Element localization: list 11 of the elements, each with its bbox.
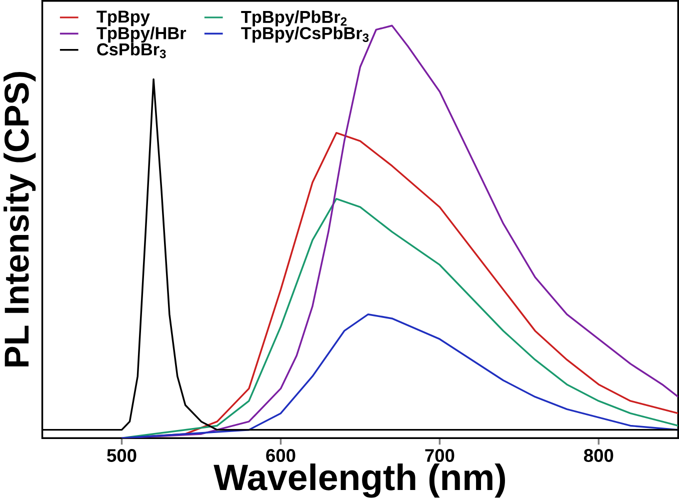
x-axis-title: Wavelength (nm) bbox=[214, 463, 505, 498]
x-tick-label: 600 bbox=[266, 448, 296, 462]
legend-label: TpBpy/CsPbBr$_{3}$ bbox=[241, 26, 369, 42]
x-tick-label: 800 bbox=[584, 448, 614, 462]
legend-label: TpBpy/PbBr$_{2}$ bbox=[241, 10, 347, 26]
x-tick-label: 700 bbox=[425, 448, 454, 462]
legend-label: TpBpy bbox=[96, 10, 150, 26]
legend-label: CsPbBr$_{3}$ bbox=[97, 42, 166, 58]
x-tick-label: 500 bbox=[107, 448, 136, 462]
y-axis-title: PL Intensity (CPS) bbox=[4, 72, 36, 366]
legend-label: TpBpy/HBr bbox=[96, 26, 186, 42]
